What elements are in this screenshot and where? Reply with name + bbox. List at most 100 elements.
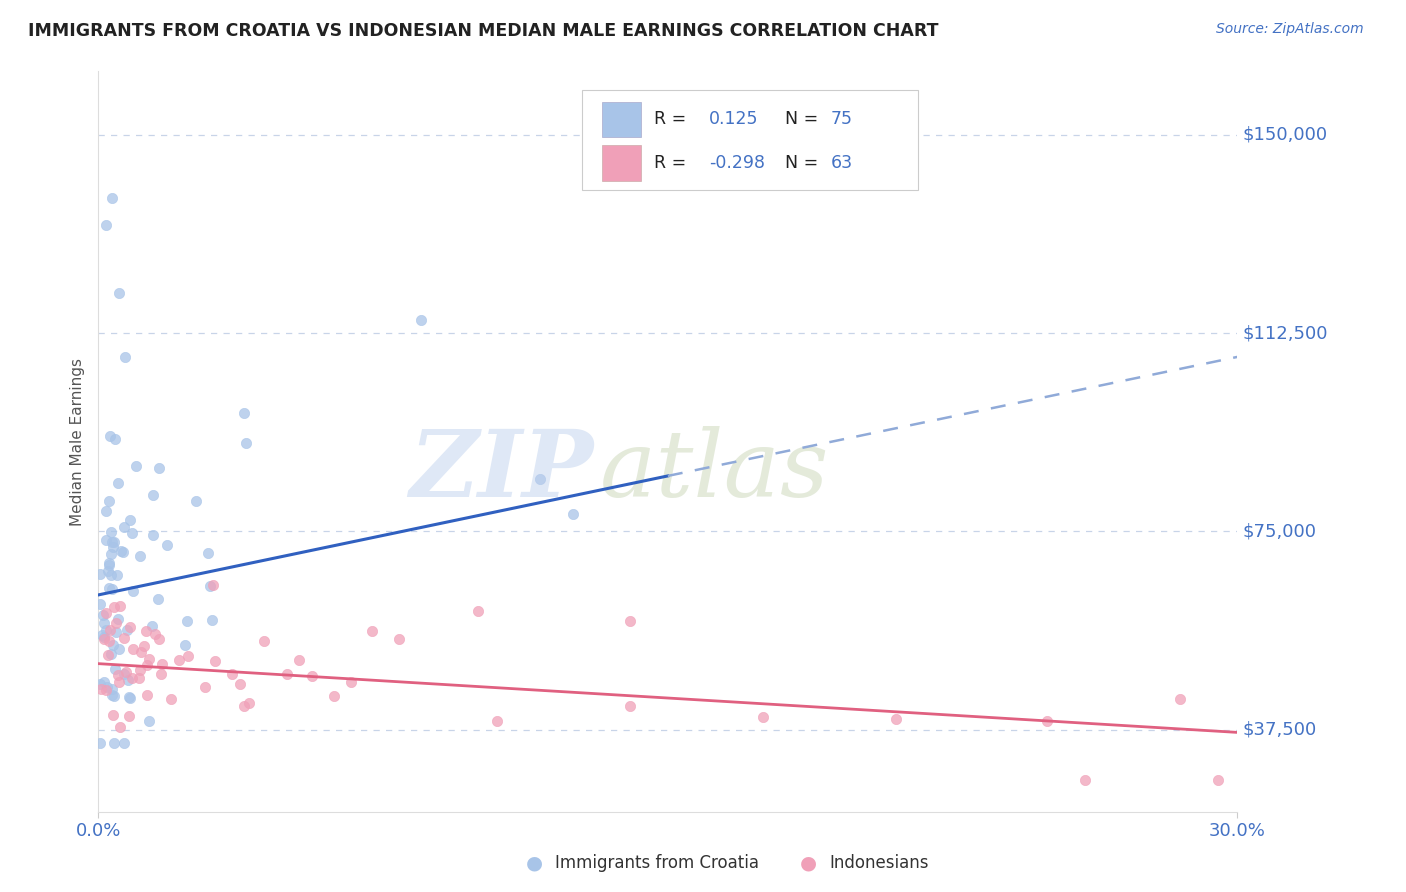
Point bbox=[160, 691, 183, 706]
Text: 63: 63 bbox=[831, 154, 853, 172]
Point bbox=[101, 707, 124, 722]
Point bbox=[108, 286, 131, 301]
Point bbox=[104, 433, 127, 447]
Point bbox=[100, 547, 122, 561]
Point bbox=[97, 556, 120, 570]
Point bbox=[128, 663, 150, 677]
Point bbox=[1208, 772, 1230, 787]
Point bbox=[148, 461, 170, 475]
Point bbox=[108, 642, 131, 657]
Point bbox=[884, 712, 907, 726]
Point bbox=[174, 638, 197, 652]
Text: R =: R = bbox=[654, 111, 686, 128]
Point bbox=[89, 597, 111, 611]
Point bbox=[89, 567, 111, 582]
Point bbox=[201, 578, 224, 592]
Point bbox=[90, 681, 112, 696]
Point bbox=[100, 568, 122, 582]
Point bbox=[107, 476, 129, 491]
Point bbox=[94, 533, 117, 547]
Point bbox=[118, 513, 141, 527]
Point bbox=[129, 645, 152, 659]
Point bbox=[111, 544, 134, 558]
Point bbox=[197, 546, 219, 560]
Point bbox=[108, 720, 131, 734]
Point bbox=[89, 736, 111, 750]
Point bbox=[122, 641, 145, 656]
Point bbox=[118, 691, 141, 706]
Point bbox=[105, 568, 128, 582]
Point bbox=[138, 651, 160, 665]
Point bbox=[138, 714, 160, 729]
Text: -0.298: -0.298 bbox=[709, 154, 765, 172]
Point bbox=[562, 507, 585, 521]
Point bbox=[132, 639, 155, 653]
Point bbox=[98, 558, 121, 572]
Point bbox=[97, 633, 120, 648]
Point bbox=[91, 607, 114, 622]
Point bbox=[149, 667, 172, 681]
Point bbox=[276, 666, 298, 681]
Point bbox=[110, 544, 132, 558]
Point bbox=[176, 615, 198, 629]
Point bbox=[104, 662, 127, 676]
Point bbox=[98, 429, 121, 443]
Text: ●: ● bbox=[526, 854, 543, 873]
Point bbox=[411, 313, 433, 327]
Text: $37,500: $37,500 bbox=[1243, 721, 1317, 739]
Point bbox=[253, 634, 276, 648]
Point bbox=[100, 647, 122, 661]
Point bbox=[120, 620, 142, 634]
Point bbox=[150, 657, 173, 672]
FancyBboxPatch shape bbox=[582, 90, 918, 190]
Point bbox=[122, 584, 145, 599]
Text: $150,000: $150,000 bbox=[1243, 126, 1329, 144]
Point bbox=[136, 688, 159, 702]
Point bbox=[114, 665, 136, 680]
Point bbox=[141, 618, 163, 632]
Point bbox=[142, 488, 165, 502]
Point bbox=[89, 677, 111, 691]
Point bbox=[1074, 772, 1097, 787]
Point bbox=[107, 611, 129, 625]
Point bbox=[117, 623, 139, 637]
Point bbox=[233, 698, 256, 713]
Point bbox=[108, 675, 131, 690]
Text: ●: ● bbox=[800, 854, 817, 873]
Point bbox=[100, 191, 122, 205]
Text: ZIP: ZIP bbox=[409, 426, 593, 516]
Text: Immigrants from Croatia: Immigrants from Croatia bbox=[555, 855, 759, 872]
Point bbox=[107, 668, 129, 682]
Point bbox=[235, 435, 257, 450]
Point bbox=[103, 736, 125, 750]
Point bbox=[97, 564, 120, 578]
Point bbox=[112, 736, 135, 750]
Point bbox=[118, 709, 141, 723]
Text: atlas: atlas bbox=[599, 426, 830, 516]
Point bbox=[176, 648, 198, 663]
Text: IMMIGRANTS FROM CROATIA VS INDONESIAN MEDIAN MALE EARNINGS CORRELATION CHART: IMMIGRANTS FROM CROATIA VS INDONESIAN ME… bbox=[28, 22, 939, 40]
Point bbox=[323, 689, 346, 703]
Point bbox=[98, 581, 121, 595]
Point bbox=[221, 667, 243, 681]
Point bbox=[101, 540, 124, 554]
Point bbox=[388, 632, 411, 646]
Point bbox=[90, 627, 112, 641]
Point bbox=[94, 218, 117, 232]
Point bbox=[114, 666, 136, 681]
Y-axis label: Median Male Earnings: Median Male Earnings bbox=[70, 358, 86, 525]
Point bbox=[101, 535, 124, 549]
Point bbox=[287, 653, 309, 667]
Point bbox=[121, 525, 143, 540]
Point bbox=[128, 549, 150, 564]
Point bbox=[229, 677, 252, 691]
Text: $75,000: $75,000 bbox=[1243, 523, 1317, 541]
Point bbox=[124, 458, 146, 473]
Point bbox=[103, 599, 125, 614]
Text: Source: ZipAtlas.com: Source: ZipAtlas.com bbox=[1216, 22, 1364, 37]
Point bbox=[101, 681, 124, 696]
Point bbox=[104, 615, 127, 630]
Text: N =: N = bbox=[785, 154, 818, 172]
Point bbox=[301, 669, 323, 683]
Text: N =: N = bbox=[785, 111, 818, 128]
